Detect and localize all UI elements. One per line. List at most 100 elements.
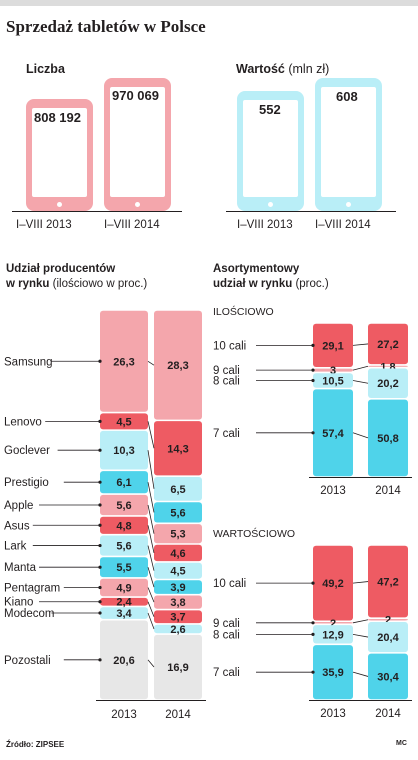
- producer-value-samsung-2013: 26,3: [113, 356, 134, 368]
- producer-label-pentagram: Pentagram: [4, 582, 60, 594]
- quantity-bar-10-cali-2013: [313, 323, 353, 368]
- quantity-year-2013: 2013: [320, 485, 346, 497]
- count-period-2014: I–VIII 2014: [104, 219, 160, 231]
- value-leader-dot-9-cali: [311, 621, 315, 625]
- producer-label-goclever: Goclever: [4, 445, 50, 457]
- producer-bar-lark-2013: [100, 535, 148, 556]
- count-period-2013: I–VIII 2013: [16, 219, 72, 231]
- value-bar-10-cali-2013: [313, 545, 353, 621]
- quantity-connector-9-cali: [352, 365, 369, 371]
- producer-connector-apple: [147, 504, 155, 534]
- producer-leader-dot-pozostali: [98, 658, 102, 662]
- quantity-bar-9-cali-2013: [313, 368, 353, 372]
- value-connector-8-cali: [352, 633, 369, 638]
- producer-value-pozostali-2014: 16,9: [167, 662, 188, 674]
- quantity-bar-8-cali-2014: [368, 368, 408, 398]
- value-value-8-cali-2013: 12,9: [322, 629, 343, 641]
- producer-bar-goclever-2014: [154, 476, 202, 501]
- value-bar-8-cali-2013: [313, 625, 353, 644]
- value-value-2014: 608: [336, 89, 358, 104]
- producer-connector-samsung: [147, 360, 155, 366]
- quantity-leader-dot-7-cali: [311, 431, 315, 435]
- producer-value-samsung-2014: 28,3: [167, 360, 188, 372]
- producer-value-kiano-2013: 2,4: [116, 597, 132, 609]
- quantity-bar-7-cali-2014: [368, 399, 408, 477]
- producer-leader-dot-prestigio: [98, 480, 102, 484]
- value-heading: Wartość (mln zł): [236, 62, 329, 76]
- assortment-heading: Asortymentowy udział w rynku (proc.): [213, 262, 329, 292]
- producer-bar-lark-2014: [154, 562, 202, 579]
- page-title: Sprzedaż tabletów w Polsce: [6, 17, 206, 36]
- quantity-label-8-cali: 8 cali: [213, 376, 240, 388]
- producer-bar-pentagram-2014: [154, 595, 202, 609]
- producer-connector-manta: [147, 567, 155, 588]
- count-value-2013: 808 192: [34, 110, 81, 125]
- producer-label-modecom: Modecom: [4, 608, 55, 620]
- value-connector-7-cali: [352, 671, 369, 677]
- producer-value-kiano-2014: 3,7: [170, 612, 185, 624]
- producer-value-manta-2014: 3,9: [170, 582, 185, 594]
- value-leader-dot-10-cali: [311, 581, 315, 585]
- quantity-leader-dot-9-cali: [311, 368, 315, 372]
- value-bar-9-cali-2014: [368, 618, 408, 621]
- quantity-subheading: ILOŚCIOWO: [213, 305, 274, 318]
- value-bar-10-cali-2014: [368, 545, 408, 618]
- producer-value-pozostali-2013: 20,6: [113, 655, 134, 667]
- quantity-connector-8-cali: [352, 380, 369, 384]
- producer-value-pentagram-2014: 3,8: [170, 597, 185, 609]
- source-note: Źródło: ZIPSEE: [6, 740, 65, 749]
- value-value-7-cali-2013: 35,9: [322, 667, 343, 679]
- tablet-value-2013: [237, 91, 304, 211]
- quantity-label-9-cali: 9 cali: [213, 365, 240, 377]
- producer-value-goclever-2013: 10,3: [113, 445, 134, 457]
- value-bar-7-cali-2014: [368, 653, 408, 700]
- value-label-9-cali: 9 cali: [213, 618, 240, 630]
- producer-connector-kiano: [147, 601, 155, 617]
- producer-bar-samsung-2013: [100, 310, 148, 412]
- producers-heading-line1: Udział producentów: [6, 263, 116, 275]
- assortment-heading-line2: udział w rynku: [213, 278, 293, 290]
- quantity-value-10-cali-2014: 27,2: [377, 339, 398, 351]
- producer-value-apple-2013: 5,6: [116, 500, 131, 512]
- producer-label-lenovo: Lenovo: [4, 416, 42, 428]
- producer-value-asus-2014: 4,6: [170, 548, 185, 560]
- producer-bar-lenovo-2014: [154, 421, 202, 476]
- producer-bar-modecom-2013: [100, 607, 148, 619]
- value-value-2013: 552: [259, 102, 281, 117]
- producer-bar-apple-2014: [154, 524, 202, 544]
- quantity-value-9-cali-2013: 3: [330, 365, 336, 377]
- producer-bar-pozostali-2013: [100, 620, 148, 700]
- value-period-2013: I–VIII 2013: [237, 219, 293, 231]
- producer-value-pentagram-2013: 4,9: [116, 582, 131, 594]
- producer-connector-prestigio: [147, 482, 155, 513]
- producer-leader-dot-apple: [98, 503, 102, 507]
- producer-value-modecom-2013: 3,4: [116, 608, 132, 620]
- value-value-10-cali-2014: 47,2: [377, 577, 398, 589]
- producer-value-lenovo-2013: 4,5: [116, 416, 131, 428]
- producer-bar-pozostali-2014: [154, 634, 202, 700]
- quantity-bar-8-cali-2013: [313, 373, 353, 388]
- producer-bar-prestigio-2014: [154, 502, 202, 523]
- producer-label-manta: Manta: [4, 562, 37, 574]
- tablet-count-2013: [26, 99, 93, 211]
- quantity-value-8-cali-2014: 20,2: [377, 378, 398, 390]
- producer-leader-dot-lenovo: [98, 419, 102, 423]
- value-subheading: WARTOŚCIOWO: [213, 527, 295, 540]
- producer-value-modecom-2014: 2,6: [170, 624, 185, 636]
- producer-value-lark-2013: 5,6: [116, 541, 131, 553]
- value-value-7-cali-2014: 30,4: [377, 671, 399, 683]
- producer-label-apple: Apple: [4, 500, 33, 512]
- producer-leader-dot-pentagram: [98, 585, 102, 590]
- quantity-label-7-cali: 7 cali: [213, 428, 240, 440]
- producer-value-asus-2013: 4,8: [116, 520, 131, 532]
- value-bar-7-cali-2013: [313, 645, 353, 700]
- producers-heading-unit: (ilościowo w proc.): [52, 278, 148, 290]
- producer-bar-apple-2013: [100, 494, 148, 516]
- producer-label-asus: Asus: [4, 520, 30, 532]
- value-value-8-cali-2014: 20,4: [377, 632, 399, 644]
- producer-value-manta-2013: 5,5: [116, 562, 131, 574]
- value-leader-dot-7-cali: [311, 670, 315, 674]
- producer-value-lark-2014: 4,5: [170, 566, 185, 578]
- producer-bar-manta-2013: [100, 557, 148, 578]
